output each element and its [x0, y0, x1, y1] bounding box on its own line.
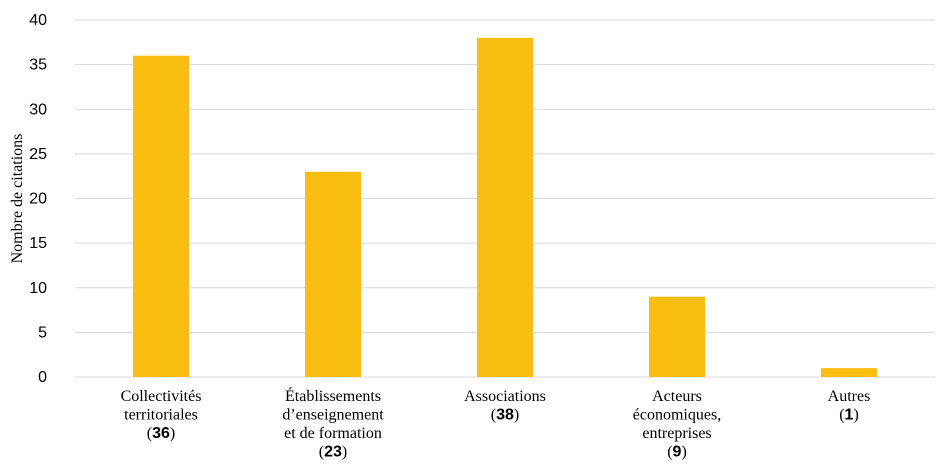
bar	[649, 296, 705, 377]
x-category-count-value: 9	[673, 444, 682, 461]
bar	[305, 171, 361, 377]
bar	[821, 368, 877, 377]
x-category-count: (36)	[147, 425, 175, 442]
y-tick-label: 25	[29, 146, 47, 163]
y-tick-label: 20	[29, 191, 47, 208]
x-category-count-value: 1	[845, 407, 854, 424]
x-category-label: Établissements d’enseignement et de format…	[282, 386, 384, 461]
y-tick-label: 5	[38, 324, 47, 341]
x-axis-labels: Collectivités territoriales (36) Établissem…	[121, 386, 871, 461]
x-category-count-value: 38	[496, 407, 514, 424]
x-category-count-value: 23	[324, 444, 342, 461]
bars	[133, 37, 877, 377]
x-category-label-line: Associations	[464, 388, 546, 405]
x-category-count: (23)	[319, 444, 347, 461]
bar	[477, 37, 533, 377]
x-category-count: (1)	[839, 407, 859, 424]
y-tick-label: 40	[29, 12, 47, 29]
x-category-label-line: d’enseignement	[282, 407, 384, 424]
y-axis-title: Nombre de citations	[9, 134, 26, 264]
x-category-label: Acteurs économiques, entreprises (9)	[633, 388, 721, 461]
x-category-count: (38)	[491, 407, 519, 424]
y-tick-label: 10	[29, 280, 47, 297]
bar	[133, 55, 189, 377]
x-category-label-line: économiques,	[633, 407, 721, 424]
y-tick-label: 30	[29, 101, 47, 118]
x-category-label: Collectivités territoriales (36)	[121, 388, 202, 442]
x-category-label-line: Acteurs	[652, 388, 702, 405]
y-axis-ticks: 0 5 10 15 20 25 30 35 40	[29, 12, 47, 386]
y-tick-label: 15	[29, 235, 47, 252]
x-category-label-line: Autres	[828, 388, 871, 405]
y-tick-label: 0	[38, 369, 47, 386]
x-category-label-line: et de formation	[284, 425, 382, 442]
x-category-label-line: territoriales	[124, 407, 198, 424]
x-category-label-line: Établissements	[285, 386, 381, 405]
x-category-label-line: Collectivités	[121, 388, 202, 405]
y-tick-label: 35	[29, 57, 47, 74]
x-category-label: Autres (1)	[828, 388, 871, 424]
x-category-count: (9)	[667, 444, 687, 461]
x-category-label-line: entreprises	[642, 425, 711, 442]
x-category-label: Associations (38)	[464, 388, 546, 424]
x-category-count-value: 36	[152, 425, 170, 442]
